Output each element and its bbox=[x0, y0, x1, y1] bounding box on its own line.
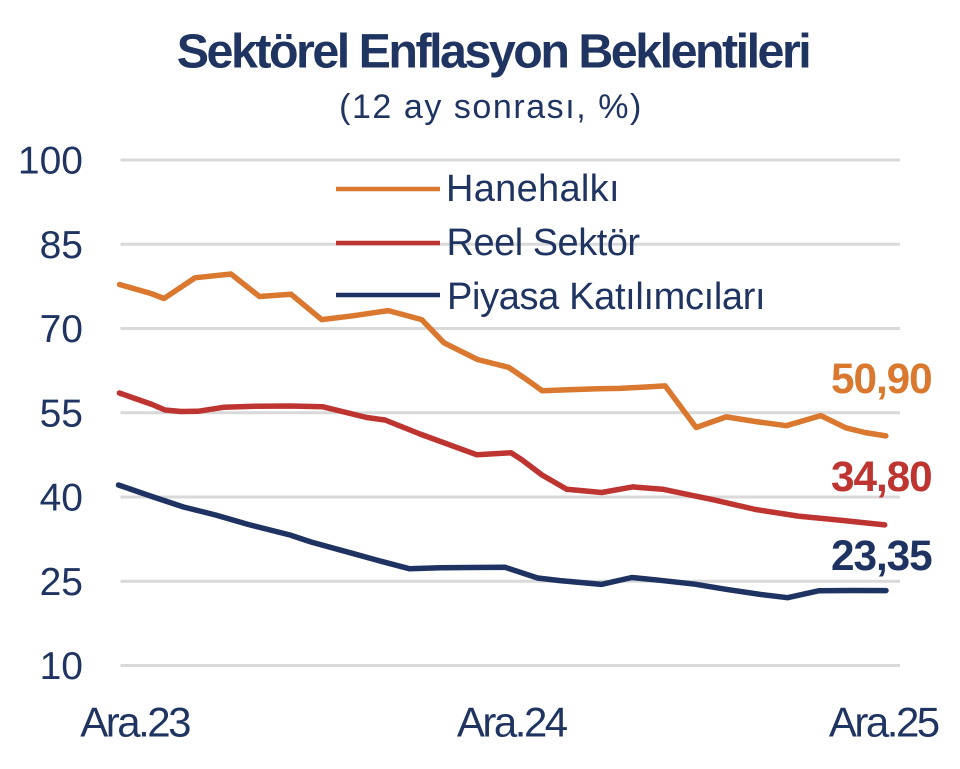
svg-text:25: 25 bbox=[40, 561, 83, 604]
svg-text:70: 70 bbox=[40, 308, 83, 351]
svg-text:Hanehalkı: Hanehalkı bbox=[446, 168, 620, 210]
svg-text:50,90: 50,90 bbox=[831, 355, 932, 402]
svg-text:10: 10 bbox=[40, 645, 83, 688]
svg-text:34,80: 34,80 bbox=[831, 453, 932, 500]
svg-text:85: 85 bbox=[40, 224, 83, 267]
svg-text:Sektörel Enflasyon Beklentiler: Sektörel Enflasyon Beklentileri bbox=[177, 25, 810, 79]
svg-text:40: 40 bbox=[40, 477, 83, 520]
svg-text:Ara.25: Ara.25 bbox=[829, 699, 939, 746]
svg-text:(12 ay sonrası, %): (12 ay sonrası, %) bbox=[339, 88, 643, 126]
svg-text:Piyasa Katılımcıları: Piyasa Katılımcıları bbox=[447, 276, 765, 318]
svg-text:Ara.24: Ara.24 bbox=[457, 699, 568, 746]
svg-text:100: 100 bbox=[18, 140, 83, 183]
svg-text:Ara.23: Ara.23 bbox=[80, 699, 190, 746]
svg-text:23,35: 23,35 bbox=[831, 532, 932, 579]
svg-text:55: 55 bbox=[40, 392, 83, 435]
svg-text:Reel Sektör: Reel Sektör bbox=[447, 222, 641, 264]
